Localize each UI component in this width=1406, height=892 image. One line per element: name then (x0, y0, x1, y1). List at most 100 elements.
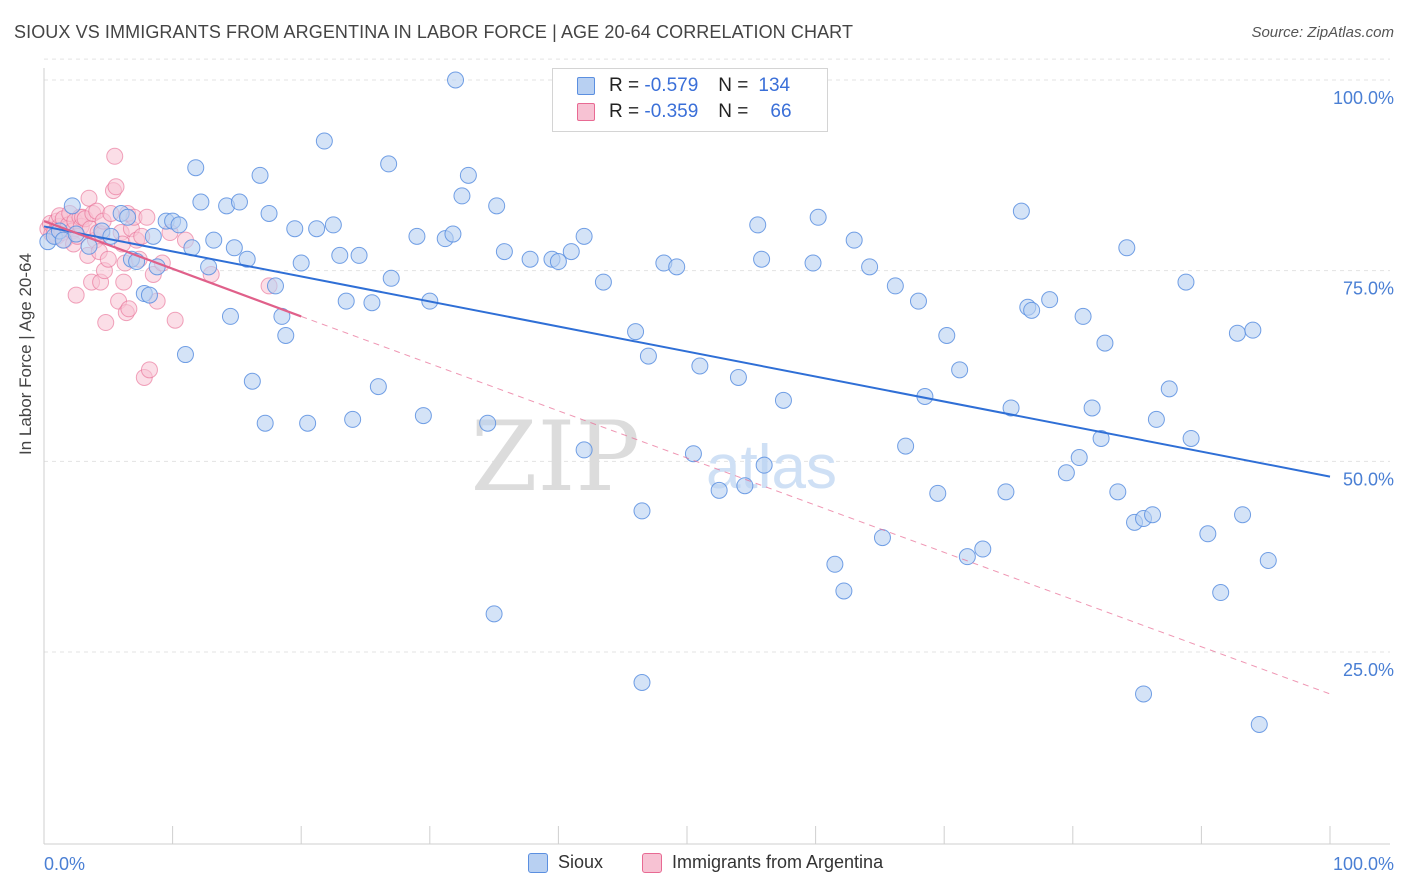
sioux-point (187, 159, 205, 177)
y-tick-label-75: 75.0% (1343, 279, 1394, 299)
sioux-point (845, 231, 863, 249)
sioux-point (1250, 715, 1268, 733)
sioux-point (286, 220, 304, 238)
source-label: Source: ZipAtlas.com (1251, 24, 1394, 41)
chart-title: SIOUX VS IMMIGRANTS FROM ARGENTINA IN LA… (14, 22, 854, 42)
argentina-point (166, 311, 184, 329)
argentina-point (67, 286, 85, 304)
sioux-point (176, 346, 194, 364)
watermark-zip: ZIP (471, 401, 640, 513)
sioux-point (633, 674, 651, 692)
sioux-point (414, 407, 432, 425)
sioux-point (938, 326, 956, 344)
sioux-point (774, 391, 792, 409)
sioux-point (292, 254, 310, 272)
sioux-point (1135, 685, 1153, 703)
sioux-point (266, 277, 284, 295)
sioux-point (549, 253, 567, 271)
argentina-point (99, 250, 117, 268)
sioux-point (1092, 429, 1110, 447)
argentina-point (107, 178, 125, 196)
gridlines (44, 58, 1390, 653)
sioux-point (495, 243, 513, 261)
legend-argentina: Immigrants from Argentina (642, 852, 883, 876)
sioux-point (958, 548, 976, 566)
sioux-r-value: -0.579 (644, 75, 699, 96)
sioux-point (331, 246, 349, 264)
sioux-point (873, 529, 891, 547)
sioux-point (736, 477, 754, 495)
sioux-point (1199, 525, 1217, 543)
sioux-point (1228, 324, 1246, 342)
legend-sioux-swatch (528, 853, 548, 874)
sioux-point (575, 227, 593, 245)
sioux-point (251, 166, 269, 184)
sioux-point (144, 227, 162, 245)
sioux-point (1144, 506, 1162, 524)
sioux-point (861, 258, 879, 276)
sioux-trend-line (43, 225, 1331, 478)
stats-box: R = -0.579 N = 134 R = -0.359 N = 66 (552, 68, 828, 132)
sioux-point (238, 250, 256, 268)
trend-lines (43, 220, 1331, 695)
y-axis-label: In Labor Force | Age 20-64 (16, 253, 35, 455)
sioux-point (1096, 334, 1114, 352)
y-tick-label-100: 100.0% (1333, 88, 1394, 108)
sioux-point (729, 368, 747, 386)
sioux-point (521, 250, 539, 268)
legend-sioux: Sioux (528, 852, 603, 876)
sioux-point (1041, 291, 1059, 309)
sioux-point (380, 155, 398, 173)
sioux-point (221, 307, 239, 325)
sioux-point (1023, 301, 1041, 319)
argentina-point (140, 361, 158, 379)
sioux-point (594, 273, 612, 291)
sioux-point (324, 216, 342, 234)
sioux-point (485, 605, 503, 623)
sioux-point (1147, 410, 1165, 428)
sioux-r-label: R = (609, 75, 640, 96)
sioux-point (1259, 551, 1277, 569)
legend-argentina-label: Immigrants from Argentina (672, 852, 884, 872)
sioux-point (929, 484, 947, 502)
sioux-point (479, 414, 497, 432)
sioux-point (1070, 449, 1088, 467)
sioux-point (230, 193, 248, 211)
y-tick-label-50: 50.0% (1343, 469, 1394, 489)
x-tick-label-max: 100.0% (1333, 854, 1394, 874)
sioux-point (639, 347, 657, 365)
argentina-swatch (577, 102, 595, 121)
sioux-point (1182, 429, 1200, 447)
y-tick-label-25: 25.0% (1343, 660, 1394, 680)
sioux-point (749, 216, 767, 234)
argentina-r-label: R = (609, 101, 640, 122)
sioux-point (119, 208, 137, 226)
argentina-point (97, 314, 115, 332)
sioux-point (562, 243, 580, 261)
argentina-point (138, 208, 156, 226)
argentina-n-label: N = (718, 101, 749, 122)
sioux-point (447, 71, 465, 89)
argentina-r-value: -0.359 (644, 101, 699, 122)
sioux-point (192, 193, 210, 211)
legend-sioux-label: Sioux (558, 852, 604, 872)
sioux-point (299, 414, 317, 432)
sioux-point (488, 197, 506, 215)
sioux-n-label: N = (718, 75, 749, 96)
sioux-point (102, 227, 120, 245)
sioux-point (444, 225, 462, 243)
sioux-point (382, 269, 400, 287)
argentina-trend-line (43, 220, 302, 318)
argentina-n-value: 66 (770, 101, 792, 122)
sioux-point (315, 132, 333, 150)
sioux-point (277, 326, 295, 344)
sioux-point (363, 294, 381, 312)
sioux-point (140, 286, 158, 304)
sioux-point (1118, 239, 1136, 257)
sioux-point (909, 292, 927, 310)
axes (43, 68, 1390, 845)
sioux-point (826, 555, 844, 573)
sioux-point (886, 277, 904, 295)
sioux-point (974, 540, 992, 558)
